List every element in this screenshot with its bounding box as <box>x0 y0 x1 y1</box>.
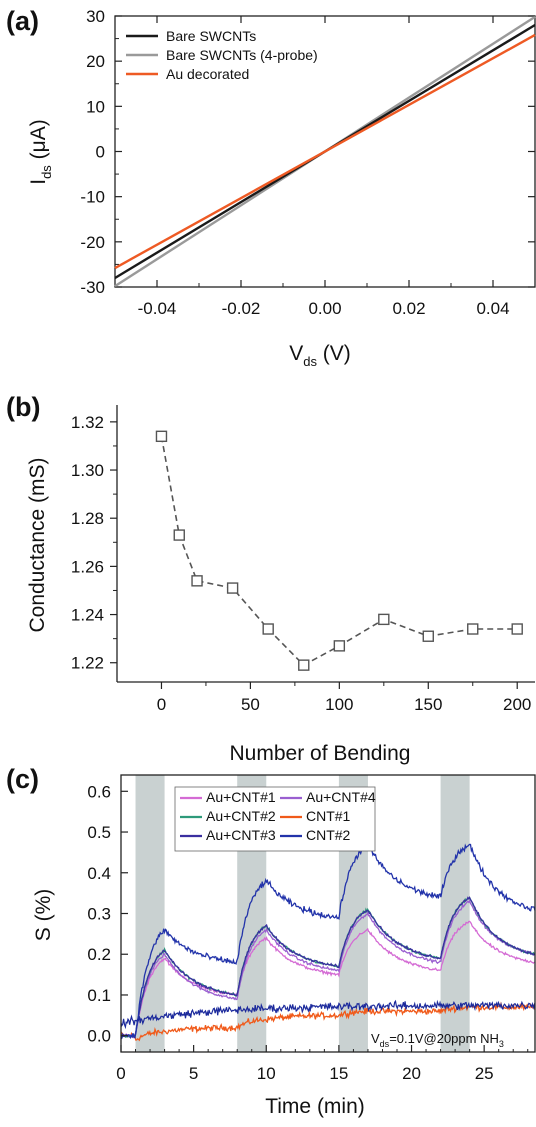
x-tick-label-c: 10 <box>257 1064 276 1083</box>
y-tick-label-c: 0.2 <box>87 945 111 964</box>
x-tick-label-b: 200 <box>503 695 531 714</box>
data-point-b <box>378 613 390 626</box>
annotation-c-text: =0.1V@20ppm NH <box>389 1031 499 1046</box>
data-point-b <box>511 623 523 635</box>
y-tick-label-c: 0.1 <box>87 986 111 1005</box>
y-tick-label-b: 1.30 <box>71 461 104 480</box>
data-point-b <box>155 430 168 443</box>
y-axis-label-a: Ids (μA) <box>27 119 54 185</box>
conductance-line <box>160 436 518 667</box>
data-point-b <box>422 630 434 642</box>
x-tick-label-c: 0 <box>116 1064 125 1083</box>
x-tick-label-b: 100 <box>325 695 353 714</box>
y-tick-label-a: 10 <box>86 97 105 116</box>
y-axis-label-c: S (%) <box>32 889 55 942</box>
series-trace-c-5 <box>120 842 536 1040</box>
y-axis-label-b: Conductance (mS) <box>26 457 49 632</box>
x-tick-label-b: 150 <box>414 695 442 714</box>
x-tick-label-b: 0 <box>157 695 166 714</box>
x-tick-label-a: 0.00 <box>308 299 341 318</box>
x-tick-label-c: 20 <box>402 1064 421 1083</box>
y-tick-label-b: 1.32 <box>71 413 104 432</box>
y-tick-label-a: -10 <box>80 188 105 207</box>
data-point-b <box>226 582 239 594</box>
annotation-c-sub2: 3 <box>499 1039 504 1049</box>
baseline-trace-c <box>120 999 536 1030</box>
legend-label-c-1: Au+CNT#2 <box>206 808 276 824</box>
annotation-c: Vds=0.1V@20ppm NH3 <box>371 1031 504 1049</box>
y-tick-label-c: 0.4 <box>87 864 111 883</box>
panel-label-c: (c) <box>6 764 39 794</box>
data-point-b <box>333 640 346 652</box>
y-tick-label-b: 1.22 <box>71 654 104 673</box>
x-tick-label-b: 50 <box>241 695 260 714</box>
y-axis-label-a-sub: ds <box>39 165 54 179</box>
panel-c: (c) 0 5 10 15 20 25 0.0 0.1 0.2 0.3 0.4 0.5 0.6 Au+CNT… <box>6 764 536 1118</box>
panel-a: (a) -0.04 -0.02 0.00 0.02 0.04 -30 -20 -10 0 10 20 3… <box>6 6 536 369</box>
panel-label-a: (a) <box>6 6 39 36</box>
y-tick-label-a: 20 <box>86 52 105 71</box>
legend-box-c <box>174 786 376 852</box>
annotation-c-main: V <box>371 1031 380 1046</box>
series-trace-c-4 <box>120 1001 536 1042</box>
x-tick-label-a: 0.02 <box>392 299 425 318</box>
data-point-b <box>191 575 203 587</box>
x-axis-label-a: Vds (V) <box>289 342 351 369</box>
x-axis-label-a-unit: (V) <box>317 342 351 365</box>
series-trace-c-3 <box>120 899 536 1039</box>
x-tick-label-c: 15 <box>329 1064 348 1083</box>
y-axis-label-a-unit: (μA) <box>27 119 50 165</box>
data-point-b <box>173 529 185 541</box>
x-axis-label-a-sub: ds <box>303 354 317 369</box>
x-tick-label-a: -0.02 <box>222 299 261 318</box>
y-tick-label-a: -20 <box>80 233 105 252</box>
x-tick-label-a: 0.04 <box>476 299 509 318</box>
y-tick-label-a: 0 <box>96 143 105 162</box>
legend-label-c-2: Au+CNT#3 <box>206 827 276 843</box>
y-tick-label-c: 0.3 <box>87 905 111 924</box>
data-point-b <box>467 623 479 635</box>
x-axis-label-b: Number of Bending <box>230 742 411 765</box>
legend-label-c-5: CNT#2 <box>306 827 351 843</box>
x-tick-label-c: 5 <box>189 1064 198 1083</box>
series-line-a-2 <box>114 33 536 270</box>
data-point-b <box>298 659 310 671</box>
y-tick-label-c: 0.6 <box>87 782 111 801</box>
data-point-b <box>262 623 274 635</box>
y-tick-label-b: 1.24 <box>71 606 104 625</box>
legend-label-a-1: Bare SWCNTs (4-probe) <box>166 47 318 63</box>
y-tick-label-c: 0.0 <box>87 1027 111 1046</box>
legend-label-a-2: Au decorated <box>166 66 249 82</box>
series-trace-c-0 <box>120 920 536 1039</box>
x-tick-label-c: 25 <box>475 1064 494 1083</box>
x-axis-label-a-main: V <box>289 342 303 365</box>
series-trace-c-2 <box>120 896 536 1039</box>
annotation-c-sub: ds <box>380 1039 390 1049</box>
y-tick-label-b: 1.28 <box>71 509 104 528</box>
y-tick-label-a: -30 <box>80 278 105 297</box>
y-tick-label-c: 0.5 <box>87 823 111 842</box>
x-axis-label-c: Time (min) <box>265 1095 365 1118</box>
legend-label-c-3: Au+CNT#4 <box>306 789 376 805</box>
legend-label-c-4: CNT#1 <box>306 808 351 824</box>
x-tick-label-a: -0.04 <box>138 299 177 318</box>
legend-label-c-0: Au+CNT#1 <box>206 789 276 805</box>
panel-label-b: (b) <box>6 392 40 422</box>
y-tick-label-b: 1.26 <box>71 557 104 576</box>
legend-label-a-0: Bare SWCNTs <box>166 28 256 44</box>
y-axis-label-a-main: I <box>27 179 50 185</box>
panel-b: (b) 0 50 100 150 200 1.22 1.24 1.26 1.28 1.30 1.32 N… <box>6 392 535 765</box>
y-tick-label-a: 30 <box>86 7 105 26</box>
